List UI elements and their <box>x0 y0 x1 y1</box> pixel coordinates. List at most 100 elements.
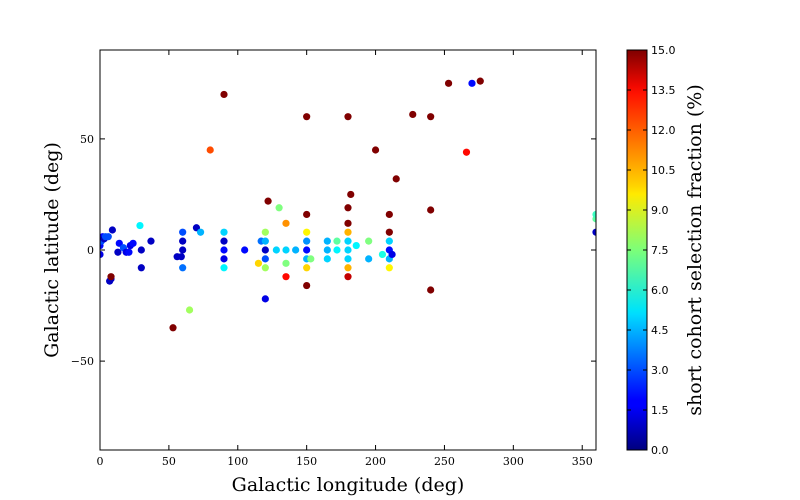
y-tick-label: 50 <box>80 133 94 146</box>
colorbar-tick-label: 6.0 <box>651 284 669 297</box>
data-point <box>261 228 269 236</box>
colorbar-tick-label: 9.0 <box>651 204 669 217</box>
data-point <box>137 246 145 254</box>
data-point <box>462 148 471 156</box>
data-point <box>378 250 387 259</box>
colorbar-tick-label: 3.0 <box>651 364 669 377</box>
colorbar-tick-label: 12.0 <box>651 124 676 137</box>
colorbar-tick-label: 10.5 <box>651 164 676 177</box>
data-point <box>220 228 228 236</box>
data-point <box>147 237 155 245</box>
data-point <box>185 306 194 314</box>
data-point <box>261 246 269 254</box>
x-tick-label: 300 <box>503 455 524 468</box>
data-point <box>220 255 228 263</box>
colorbar-tick-label: 0.0 <box>651 444 669 457</box>
data-point <box>344 246 352 254</box>
colorbar-tick-label: 1.5 <box>651 404 669 417</box>
data-point <box>169 324 177 332</box>
colorbar-label: short cohort selection fraction (%) <box>684 84 706 415</box>
data-point <box>179 264 187 272</box>
data-point <box>385 210 393 219</box>
data-point <box>592 210 596 219</box>
x-tick-label: 150 <box>296 455 317 468</box>
data-point <box>365 255 373 263</box>
data-point <box>365 237 373 245</box>
data-point <box>409 110 417 119</box>
data-point <box>303 228 311 236</box>
data-point <box>261 237 269 245</box>
data-point <box>100 250 104 259</box>
x-tick-label: 250 <box>434 455 455 468</box>
data-point <box>264 197 272 205</box>
x-tick-label: 0 <box>97 455 104 468</box>
data-point <box>292 246 300 254</box>
data-point <box>206 146 214 154</box>
data-point <box>282 246 290 254</box>
data-point <box>125 248 133 256</box>
y-axis: −50 0 50 <box>71 133 596 368</box>
data-point <box>303 246 311 254</box>
data-point <box>303 210 311 219</box>
y-tick-label: −50 <box>71 355 94 368</box>
data-point <box>220 246 228 254</box>
data-point <box>179 228 187 236</box>
data-point <box>282 273 290 281</box>
data-point <box>385 228 393 236</box>
data-point <box>303 264 311 272</box>
data-point <box>344 204 352 212</box>
x-axis: 0 50 100 150 200 250 300 350 <box>97 50 593 468</box>
x-tick-label: 350 <box>572 455 593 468</box>
data-point <box>333 237 341 245</box>
data-point <box>344 113 352 121</box>
data-point <box>427 286 435 294</box>
data-point <box>196 228 205 236</box>
y-axis-label: Galactic latitude (deg) <box>41 142 63 358</box>
data-point <box>303 237 311 245</box>
data-point <box>114 248 122 256</box>
data-point <box>385 264 393 272</box>
x-tick-label: 100 <box>227 455 248 468</box>
data-point <box>347 190 355 199</box>
data-point <box>427 206 435 214</box>
colorbar-tick-label: 13.5 <box>651 84 676 97</box>
data-point <box>344 255 352 263</box>
data-point <box>444 79 453 87</box>
data-point <box>177 253 185 261</box>
data-point <box>392 175 400 183</box>
data-point <box>108 226 116 234</box>
x-tick-label: 50 <box>162 455 176 468</box>
data-point <box>344 273 352 281</box>
data-point <box>344 228 352 236</box>
colorbar-ticks: 0.0 1.5 3.0 4.5 6.0 7.5 9.0 10.5 12.0 13.5 15.0 <box>627 44 676 457</box>
data-point <box>129 239 137 247</box>
data-point <box>323 255 331 263</box>
data-point <box>261 264 269 272</box>
data-point <box>220 90 228 99</box>
data-point <box>261 295 269 303</box>
data-point <box>179 246 187 254</box>
data-points <box>100 77 596 332</box>
colorbar-tick-label: 4.5 <box>651 324 669 337</box>
data-point <box>220 264 228 272</box>
data-point <box>136 221 144 230</box>
x-tick-label: 200 <box>365 455 386 468</box>
data-point <box>272 246 280 254</box>
data-point <box>241 246 249 254</box>
data-point <box>352 241 360 250</box>
data-point <box>303 113 311 121</box>
data-point <box>344 237 352 245</box>
data-point <box>427 113 435 121</box>
data-point <box>282 219 290 227</box>
y-tick-label: 0 <box>87 244 94 257</box>
data-point <box>220 237 228 245</box>
data-point <box>344 219 352 227</box>
colorbar-tick-label: 15.0 <box>651 44 676 57</box>
data-point <box>307 255 315 263</box>
data-point <box>371 146 380 154</box>
data-point <box>137 264 145 272</box>
data-point <box>282 259 290 267</box>
data-point <box>344 264 352 272</box>
colorbar-tick-label: 7.5 <box>651 244 669 257</box>
